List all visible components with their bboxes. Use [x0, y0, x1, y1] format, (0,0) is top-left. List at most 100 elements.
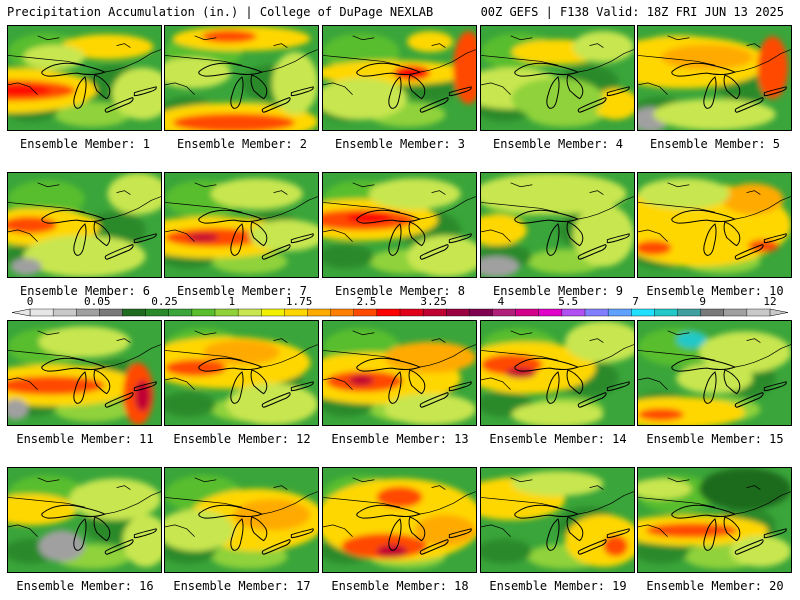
border-line — [638, 350, 716, 361]
great-lake-outline — [723, 74, 741, 100]
border-line — [589, 485, 604, 490]
precip-blob — [23, 44, 85, 70]
great-lake-outline — [514, 209, 579, 224]
ensemble-member-map — [322, 25, 477, 131]
ensemble-member-map — [637, 172, 792, 278]
colorbar-swatch — [145, 308, 170, 317]
precip-field — [8, 173, 161, 277]
great-lake-outline — [514, 357, 579, 372]
precip-field — [638, 321, 791, 425]
colorbar-tick-label: 0.25 — [151, 295, 178, 308]
colorbar-swatch — [654, 308, 679, 317]
great-lake-outline — [734, 97, 764, 113]
precip-blob — [210, 178, 303, 210]
great-lake-outline — [73, 76, 87, 109]
precip-blob — [272, 52, 318, 115]
ensemble-member-label: Ensemble Member: 10 — [646, 284, 784, 298]
colorbar-tick-label: 1 — [228, 295, 236, 308]
great-lake-outline — [388, 371, 402, 404]
colorbar-swatch — [330, 308, 355, 317]
colorbar-swatch — [353, 308, 378, 317]
border-line — [746, 43, 761, 48]
great-lake-outline — [703, 76, 717, 109]
precip-blob — [53, 101, 131, 127]
colorbar-swatch — [76, 308, 100, 317]
ensemble-member-label: Ensemble Member: 1 — [19, 137, 151, 151]
colorbar-tick-label: 9 — [699, 295, 706, 308]
great-lake-outline — [671, 209, 736, 224]
border-line — [104, 49, 161, 73]
great-lake-outline — [93, 516, 111, 542]
border-line — [638, 377, 668, 390]
precip-blob — [349, 375, 374, 386]
great-lake-outline — [546, 223, 560, 256]
precip-field — [638, 26, 791, 130]
border-line — [116, 485, 131, 490]
precip-blob — [368, 178, 461, 210]
border-line — [104, 491, 161, 515]
ensemble-member-map — [164, 172, 319, 278]
great-lake-outline — [546, 371, 560, 404]
ensemble-member-label: Ensemble Member: 4 — [492, 137, 624, 151]
great-lake-outline — [606, 528, 630, 539]
ensemble-member-label: Ensemble Member: 17 — [173, 579, 311, 593]
precip-blob — [8, 399, 28, 420]
precip-blob — [107, 173, 161, 215]
border-line — [165, 524, 195, 537]
border-line — [323, 377, 353, 390]
great-lake-outline — [230, 371, 244, 404]
ensemble-member-label: Ensemble Member: 12 — [173, 432, 311, 446]
border-line — [352, 477, 375, 483]
colorbar-swatch — [237, 308, 262, 317]
border-line — [273, 43, 288, 48]
border-line — [667, 330, 690, 336]
great-lake-outline — [734, 244, 764, 260]
precip-blob — [8, 216, 57, 234]
colorbar-swatch — [746, 308, 771, 317]
border-line — [734, 196, 791, 220]
precip-colorbar — [11, 308, 789, 317]
great-lake-outline — [566, 516, 584, 542]
colorbar-swatch — [446, 308, 470, 317]
precip-blob — [122, 514, 161, 567]
precip-blob — [38, 326, 131, 358]
colorbar-swatch — [214, 308, 239, 317]
border-line — [37, 182, 60, 188]
border-line — [419, 49, 476, 73]
border-line — [431, 190, 446, 195]
border-line — [8, 524, 38, 537]
great-lake-outline — [356, 209, 421, 224]
border-line — [419, 491, 476, 515]
precip-blob — [376, 544, 408, 558]
border-line — [577, 491, 634, 515]
border-line — [323, 82, 353, 95]
colorbar-swatch — [584, 308, 609, 317]
colorbar-swatch — [99, 308, 124, 317]
precip-blob — [481, 256, 520, 277]
precip-blob — [249, 219, 318, 251]
precip-field — [481, 173, 634, 277]
colorbar-swatch — [52, 308, 77, 317]
great-lake-outline — [408, 369, 426, 395]
great-lake-outline — [261, 97, 291, 113]
border-line — [577, 49, 634, 73]
precip-blob — [729, 535, 791, 567]
ensemble-member-map — [7, 25, 162, 131]
precip-blob — [511, 471, 604, 497]
precip-field — [165, 26, 318, 130]
colorbar-tick-label: 0 — [26, 295, 34, 308]
precip-field — [8, 26, 161, 130]
colorbar-swatch — [515, 308, 540, 317]
great-lake-outline — [73, 223, 87, 256]
precip-field — [638, 468, 791, 572]
great-lake-outline — [93, 369, 111, 395]
precip-blob — [572, 31, 634, 63]
border-line — [165, 55, 243, 66]
precip-field — [323, 321, 476, 425]
great-lake-outline — [419, 244, 449, 260]
border-line — [589, 190, 604, 195]
border-line — [8, 350, 86, 361]
great-lake-outline — [419, 392, 449, 408]
precip-blob — [638, 408, 684, 421]
colorbar-tick-label: 5.5 — [558, 295, 579, 308]
